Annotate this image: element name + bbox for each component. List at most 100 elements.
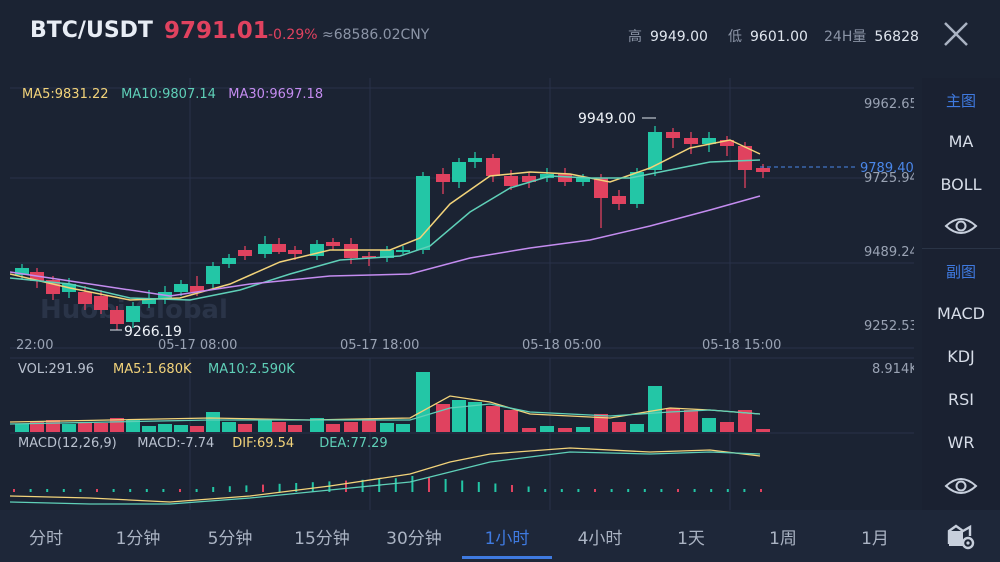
y-axis-tick: 9725.94	[864, 171, 914, 186]
ma-legend-item: MA5:9831.22	[22, 87, 109, 102]
volume-bar	[272, 422, 286, 432]
candle-body	[648, 132, 662, 170]
volume-bar	[720, 422, 734, 432]
y-axis-tick: 9962.65	[864, 97, 914, 112]
tab-1month[interactable]: 1月	[861, 529, 889, 549]
indicator-wr[interactable]: WR	[947, 433, 975, 452]
candle-body	[540, 174, 554, 178]
candle-body	[288, 250, 302, 254]
candle-body	[612, 196, 626, 204]
tab-1hour[interactable]: 1小时	[484, 529, 530, 549]
volume-bar	[15, 424, 29, 432]
volume-bar	[756, 429, 770, 432]
candle-body	[720, 140, 734, 146]
active-tab-indicator	[462, 556, 552, 559]
volume-bar	[78, 422, 92, 432]
chart-settings-icon[interactable]	[946, 522, 976, 550]
tab-time-share[interactable]: 分时	[29, 529, 63, 549]
trading-pair-title[interactable]: BTC/USDT	[30, 18, 153, 43]
candle-body	[222, 258, 236, 264]
x-axis-tick: 22:00	[16, 338, 53, 353]
candle-body	[126, 306, 140, 322]
high-label: 高	[628, 29, 642, 45]
macd-dif-line	[10, 447, 761, 503]
candle-body	[94, 296, 108, 310]
macd-dea-line	[10, 451, 761, 505]
candle-body	[738, 146, 752, 170]
volume-bar	[486, 406, 500, 432]
candle-body	[684, 138, 698, 144]
eye-icon[interactable]	[944, 214, 978, 238]
volume-24h-stat: 24H量 56828	[824, 26, 919, 46]
eye-icon[interactable]	[944, 474, 978, 498]
ma30-line	[10, 195, 761, 297]
tab-1day[interactable]: 1天	[677, 529, 705, 549]
volume-bar	[158, 424, 172, 432]
indicator-macd[interactable]: MACD	[937, 304, 985, 323]
period-tab-bar: 分时 1分钟 5分钟 15分钟 30分钟 1小时 4小时 1天 1周 1月	[0, 510, 1000, 562]
indicator-rsi[interactable]: RSI	[948, 390, 974, 409]
y-axis-tick: 9489.24	[864, 245, 914, 260]
current-price-tag: 9789.40	[860, 161, 914, 176]
candle-body	[380, 250, 394, 258]
macd-legend-item: MACD:-7.74	[137, 436, 214, 451]
last-price: 9791.01	[164, 18, 269, 44]
tab-15min[interactable]: 15分钟	[294, 529, 350, 549]
tab-1week[interactable]: 1周	[769, 529, 797, 549]
candle-body	[206, 266, 220, 284]
min-price-label: 9266.19	[124, 324, 182, 340]
ma5-line	[10, 139, 761, 301]
volume-bar	[468, 402, 482, 432]
volume-bar	[174, 425, 188, 432]
low-label: 低	[728, 29, 742, 45]
x-axis-tick: 05-18 15:00	[702, 338, 781, 353]
volume-bar	[558, 428, 572, 432]
volume-bar	[344, 422, 358, 432]
low-value: 9601.00	[750, 29, 808, 45]
indicator-boll[interactable]: BOLL	[940, 175, 982, 194]
candle-body	[396, 250, 410, 252]
close-icon[interactable]	[938, 16, 974, 52]
candle-body	[258, 244, 272, 254]
volume-bar	[190, 426, 204, 432]
macd-legend-item: DEA:77.29	[319, 436, 388, 451]
candle-body	[452, 162, 466, 182]
volume-bar	[94, 423, 108, 432]
kline-chart[interactable]: MA5:9831.22 MA10:9807.14 MA30:9697.18 9962.…	[10, 78, 914, 510]
candle-body	[594, 178, 608, 198]
tab-1min[interactable]: 1分钟	[115, 529, 161, 549]
volume-bar	[576, 427, 590, 432]
high-value: 9949.00	[650, 29, 708, 45]
volume-bar	[258, 420, 272, 432]
tab-5min[interactable]: 5分钟	[207, 529, 253, 549]
candle-body	[486, 158, 500, 176]
candle-body	[190, 286, 204, 292]
tab-4hour[interactable]: 4小时	[577, 529, 623, 549]
volume-24h-label: 24H量	[824, 29, 867, 45]
low-stat: 低 9601.00	[728, 26, 808, 46]
volume-ma10-line	[10, 403, 761, 425]
volume-bar	[142, 426, 156, 432]
indicator-ma[interactable]: MA	[948, 132, 974, 151]
candle-body	[756, 168, 770, 172]
volume-bar	[738, 410, 752, 432]
volume-legend-item: VOL:291.96	[18, 362, 94, 377]
macd-legend-item: MACD(12,26,9)	[18, 436, 117, 451]
candle-body	[78, 292, 92, 304]
tab-30min[interactable]: 30分钟	[386, 529, 442, 549]
candle-body	[522, 176, 536, 182]
volume-bar	[206, 412, 220, 432]
volume-bar	[612, 422, 626, 432]
indicator-kdj[interactable]: KDJ	[947, 347, 975, 366]
candle-body	[272, 244, 286, 252]
cny-price: ≈68586.02CNY	[322, 27, 430, 43]
ma-legend-item: MA30:9697.18	[228, 87, 323, 102]
volume-bar	[310, 418, 324, 432]
volume-max-label: 8.914K	[872, 362, 914, 377]
candle-body	[15, 268, 29, 275]
indicator-sidebar: 主图 MA BOLL 副图 MACD KDJ RSI WR	[922, 78, 1000, 510]
x-axis-tick: 05-17 08:00	[158, 338, 237, 353]
sub-chart-heading: 副图	[945, 263, 976, 281]
volume-bar	[416, 372, 430, 432]
candle-body	[576, 178, 590, 182]
